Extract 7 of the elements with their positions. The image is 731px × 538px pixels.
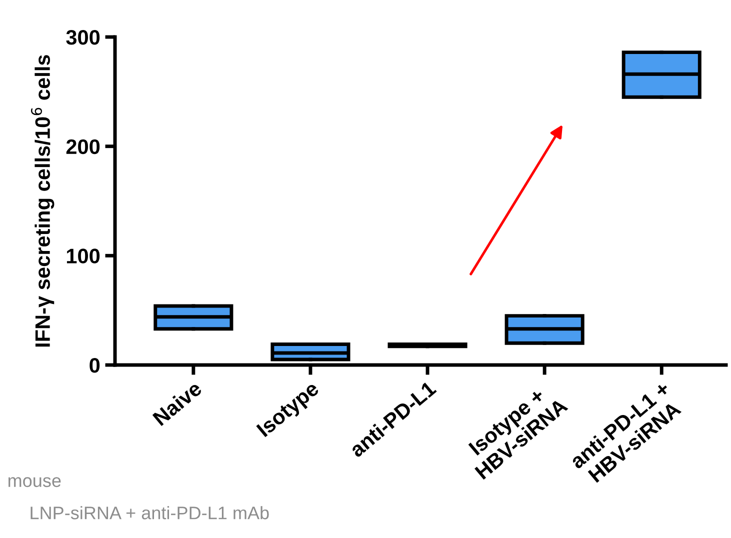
y-tick-label: 100 [66,248,100,264]
y-axis-title: IFN-γ secreting cells/10$^{6}$ cells [31,55,54,347]
y-tick-label: 300 [66,30,100,45]
y-tick-label: 0 [90,358,100,373]
text: mouse [8,477,61,488]
y-tick-label: 200 [66,139,100,154]
text: LNP-siRNA + anti-PD-L1 mAb [30,506,269,520]
